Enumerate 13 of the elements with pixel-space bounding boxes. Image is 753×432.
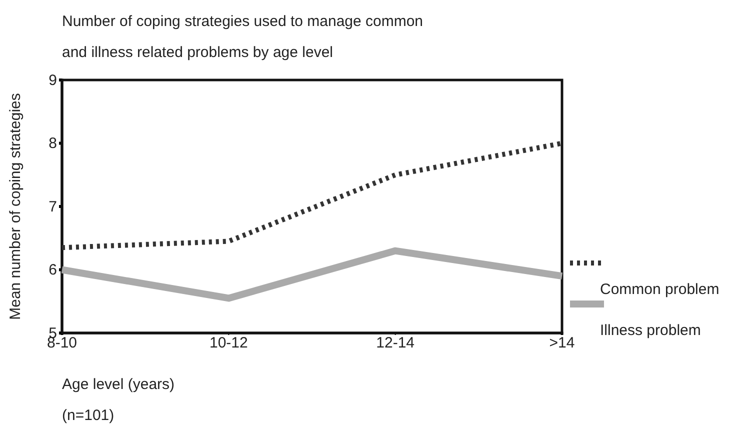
y-tick-label: 8 bbox=[48, 135, 57, 152]
x-tick-label: >14 bbox=[549, 334, 575, 352]
chart-title: Number of coping strategies used to manage common and illness related problems by age level bbox=[62, 13, 424, 61]
y-tick-label: 9 bbox=[48, 72, 57, 89]
x-axis-title: Age level (years) bbox=[62, 376, 175, 393]
legend-label: Illness problem bbox=[600, 322, 701, 339]
legend-label: Common problem bbox=[600, 281, 720, 298]
x-tick-label: 10-12 bbox=[209, 334, 248, 352]
y-axis-title: Mean number of coping strategies bbox=[7, 93, 24, 320]
y-tick-label: 6 bbox=[48, 262, 57, 279]
text: (n=101) bbox=[62, 407, 114, 424]
x-tick-label: 12-14 bbox=[376, 334, 415, 352]
y-tick-label: 7 bbox=[48, 198, 57, 216]
